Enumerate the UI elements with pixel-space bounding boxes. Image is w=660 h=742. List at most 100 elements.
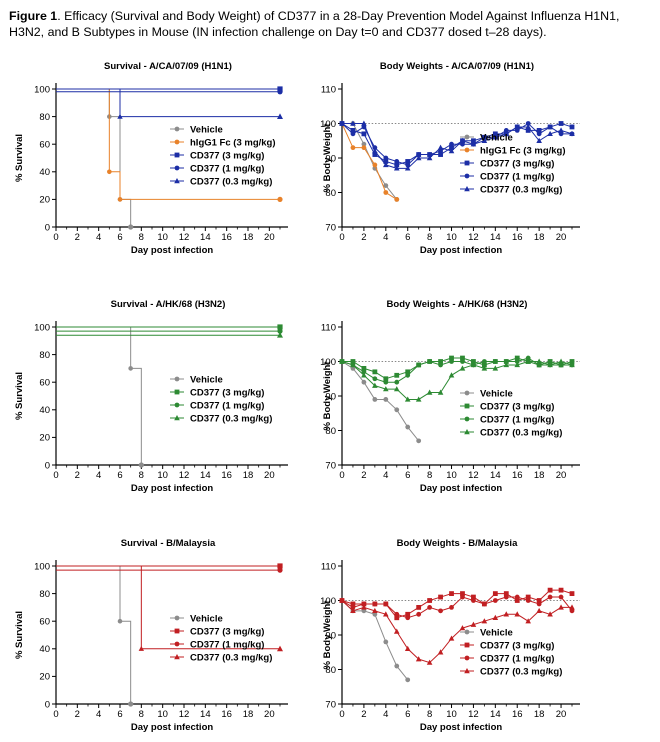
bw-b-series-point	[372, 607, 378, 614]
bw-h1n1-legend-label: CD377 (0.3 mg/kg)	[480, 184, 562, 195]
survival-b-xtick-label: 20	[264, 709, 275, 720]
bw-b-series-point	[536, 598, 542, 603]
bw-h3n2-series-point	[394, 407, 400, 413]
bw-h3n2-series-point	[449, 355, 454, 361]
bw-h1n1-legend-marker	[464, 186, 470, 192]
bw-h1n1-series-point	[481, 137, 488, 143]
survival-h1n1-title: Survival - A/CA/07/09 (H1N1)	[104, 61, 232, 72]
bw-h3n2-series-point	[558, 358, 564, 364]
bw-h1n1-series-point	[415, 155, 422, 161]
bw-b-series-point	[514, 594, 520, 600]
survival-h1n1-xtick-label: 4	[96, 232, 101, 243]
survival-b-series-3	[56, 565, 283, 652]
bw-b-series-point	[416, 605, 422, 610]
bw-h3n2-series-point	[372, 382, 378, 388]
bw-b-series-3	[339, 597, 575, 665]
bw-h3n2-series-point	[383, 386, 389, 392]
survival-h3n2-chart: Survival - A/HK/68 (H3N2) 0 20 40 60 80 100 0 2 4…	[14, 299, 288, 494]
bw-b-series-point	[405, 615, 411, 621]
survival-h1n1-ytick-label: 40	[39, 167, 50, 178]
bw-h3n2-series-point	[514, 359, 520, 364]
bw-h3n2-legend: Vehicle CD377 (3 mg/kg) CD377 (1 mg/kg) CD3…	[460, 388, 562, 438]
bw-h3n2-series-point	[383, 379, 389, 385]
bw-h1n1-series-point	[558, 121, 564, 126]
bw-b-xtick-label: 0	[339, 709, 344, 720]
bw-h3n2-series-point	[372, 369, 378, 375]
bw-b-series-point	[503, 611, 510, 617]
bw-h1n1-series-1	[339, 121, 400, 202]
bw-h1n1-series-point	[383, 183, 389, 189]
figure-caption-text: . Efficacy (Survival and Body Weight) of…	[9, 9, 620, 39]
bw-h1n1-series-point	[448, 148, 455, 154]
survival-h3n2-series-point	[277, 324, 283, 330]
bw-h3n2-series-point	[481, 362, 487, 368]
bw-h3n2-series-point	[536, 358, 542, 364]
bw-h3n2-legend-marker	[464, 416, 470, 422]
bw-b-series-point	[503, 591, 509, 596]
survival-h3n2-xtick-label: 16	[221, 470, 232, 481]
bw-h3n2-series-point	[394, 372, 400, 378]
survival-b-ytick-label: 0	[45, 699, 50, 710]
bw-b-series-point	[448, 635, 455, 641]
survival-h1n1-series-point	[277, 86, 283, 92]
bw-h1n1-series-point	[514, 123, 521, 130]
bw-b-ytick-label: 90	[325, 630, 336, 641]
survival-h1n1-xtick-label: 12	[179, 232, 190, 243]
survival-h3n2-ylabel: % Survival	[14, 372, 25, 420]
bw-b-series-point	[361, 604, 367, 610]
bw-h1n1-series-point	[383, 190, 389, 195]
survival-h1n1-xtick-label: 20	[264, 232, 275, 243]
bw-h3n2-series-point	[569, 359, 575, 364]
bw-h3n2-series-point	[361, 369, 367, 375]
bw-h1n1-series-point	[569, 130, 575, 137]
bw-h1n1-series-point	[459, 137, 466, 143]
bw-h1n1-series-0	[339, 121, 400, 202]
survival-h3n2-xtick-label: 20	[264, 470, 275, 481]
bw-h1n1-ytick-label: 80	[325, 188, 336, 199]
bw-h1n1-series-point	[394, 159, 400, 164]
bw-b-ytick-label: 100	[320, 596, 336, 607]
bw-b-series-2	[339, 594, 575, 621]
survival-h3n2-series-point	[277, 332, 283, 338]
bw-b-series-point	[558, 587, 564, 593]
bw-h1n1-series-point	[558, 127, 564, 133]
bw-h3n2-title: Body Weights - A/HK/68 (H3N2)	[387, 299, 528, 310]
survival-b-series-point	[277, 567, 283, 573]
bw-h1n1-series-point	[361, 145, 367, 151]
bw-b-series-point	[471, 598, 476, 603]
bw-b-xtick-label: 16	[512, 709, 523, 720]
survival-h3n2-series-3	[56, 332, 283, 338]
bw-h1n1-series-point	[547, 130, 553, 137]
bw-h1n1-series-point	[438, 152, 443, 157]
bw-b-series-point	[394, 615, 400, 621]
bw-b-series-point	[405, 611, 411, 617]
bw-h3n2-xtick-label: 10	[446, 470, 457, 481]
survival-h1n1-series-4	[56, 88, 283, 119]
survival-h1n1-legend-marker	[174, 139, 180, 145]
bw-h1n1-series-point	[460, 141, 465, 147]
bw-h1n1-series-point	[350, 131, 356, 137]
bw-h1n1-series-point	[350, 145, 356, 151]
bw-h1n1-series-point	[492, 134, 499, 140]
bw-h1n1-legend-label: CD377 (3 mg/kg)	[480, 158, 554, 169]
bw-b-series-point	[426, 659, 433, 665]
bw-b-series-line	[341, 596, 573, 619]
survival-h3n2-legend-marker	[174, 389, 180, 395]
bw-h1n1-series-point	[350, 120, 356, 126]
bw-h1n1-series-point	[470, 141, 477, 147]
bw-b-ytick-label: 80	[325, 665, 336, 676]
bw-h1n1-xtick-label: 10	[446, 232, 457, 243]
bw-b-legend-label: CD377 (3 mg/kg)	[480, 640, 554, 651]
bw-h1n1-series-point	[361, 120, 367, 126]
bw-h1n1-series-point	[383, 161, 389, 168]
bw-h3n2-ytick-label: 100	[320, 357, 336, 368]
bw-h3n2-series-point	[426, 389, 433, 395]
bw-h3n2-series-point	[416, 362, 422, 368]
bw-h1n1-ytick-label: 70	[325, 222, 336, 233]
bw-h3n2-series-point	[405, 369, 411, 375]
bw-h3n2-xtick-label: 2	[361, 470, 366, 481]
survival-h1n1-chart: Survival - A/CA/07/09 (H1N1)020406080100…	[14, 61, 288, 256]
bw-h1n1-series-point	[471, 138, 476, 144]
survival-h1n1-series-line	[56, 88, 132, 227]
survival-b-legend-marker	[174, 654, 180, 660]
